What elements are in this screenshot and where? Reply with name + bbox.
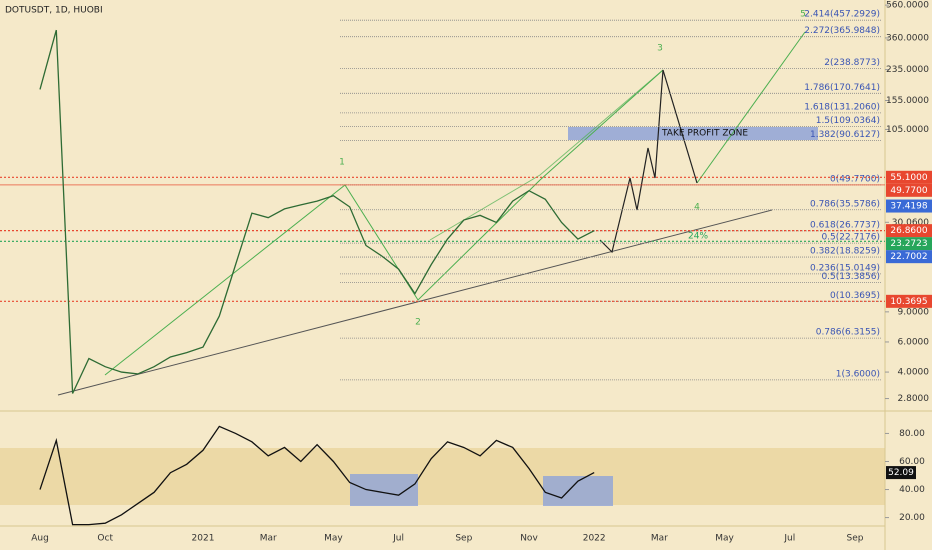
y-tick-label: 80.00 [899, 429, 925, 439]
fib-label: 0(10.3695) [830, 291, 880, 301]
price-tag-label: 22.7002 [890, 252, 927, 262]
annotation: 24% [688, 232, 708, 242]
fib-label: 0.236(15.0149) [810, 263, 880, 273]
price-tag-label: 26.8600 [890, 226, 927, 236]
x-tick-label: Sep [455, 534, 472, 544]
price-tag-label: 49.7700 [890, 186, 927, 196]
x-tick-label: May [715, 534, 734, 544]
fib-label: 0.786(35.5786) [810, 199, 880, 209]
rsi-band [0, 448, 885, 505]
price-tag [886, 250, 932, 264]
price-tag [886, 237, 932, 251]
chart-title: DOTUSDT, 1D, HUOBI [5, 6, 103, 16]
channel-line [429, 69, 664, 241]
price-tag [886, 183, 932, 197]
fib-label: 1.5(109.0364) [816, 116, 880, 126]
y-tick-label: 60.00 [899, 457, 925, 467]
y-tick-label: 2.8000 [898, 394, 930, 404]
wave-label: 4 [694, 203, 700, 213]
price-tag-label: 37.4198 [890, 202, 927, 212]
x-tick-label: 2022 [583, 534, 606, 544]
projection [599, 69, 698, 254]
fib-label: 0.786(6.3155) [816, 328, 880, 338]
x-tick-label: Nov [520, 534, 538, 544]
x-tick-label: Aug [31, 534, 49, 544]
y-tick-label: 30.0600 [892, 218, 929, 228]
x-tick-label: May [324, 534, 343, 544]
wave-label: 1 [339, 158, 345, 168]
y-tick-label: 40.00 [899, 485, 925, 495]
wave-label: 3 [657, 44, 663, 54]
price-tag-label: 55.1000 [890, 173, 927, 183]
fib-label: 1.786(170.7641) [804, 83, 880, 93]
fib-label: 0.382(18.8259) [810, 247, 880, 257]
x-tick-label: Oct [97, 534, 113, 544]
price-tag [886, 170, 932, 184]
x-tick-label: 2021 [192, 534, 215, 544]
rsi-tag [886, 466, 916, 480]
x-tick-label: Jul [392, 534, 404, 544]
y-tick-label: 360.0000 [886, 33, 929, 43]
price-tag [886, 294, 932, 308]
fib-label: 1.382(90.6127) [810, 130, 880, 140]
wave-line [104, 69, 664, 376]
fib-label: 1.618(131.2060) [804, 102, 880, 112]
annotation: TAKE PROFIT ZONE [661, 129, 748, 139]
x-tick-label: Mar [260, 534, 277, 544]
fib-label: 2(238.8773) [824, 58, 880, 68]
price-tag [886, 224, 932, 238]
y-tick-label: 105.0000 [886, 125, 929, 135]
x-tick-label: Mar [651, 534, 668, 544]
price-tag-label: 10.3695 [890, 297, 927, 307]
fib-label: 0.5(13.3856) [821, 272, 880, 282]
y-tick-label: 20.00 [899, 513, 925, 523]
y-tick-label: 235.0000 [886, 65, 929, 75]
rsi-tag-label: 52.09 [888, 468, 914, 478]
y-tick-label: 9.0000 [898, 307, 930, 317]
y-tick-label: 155.0000 [886, 96, 929, 106]
fib-label: 0.5(22.7176) [821, 233, 880, 243]
wave-label: 2 [415, 318, 421, 328]
fib-label: 1(3.6000) [836, 369, 880, 379]
price-tag-label: 23.2723 [890, 239, 927, 249]
x-tick-label: Jul [783, 534, 795, 544]
y-tick-label: 560.0000 [886, 1, 929, 11]
fib-label: 0.618(26.7737) [810, 220, 880, 230]
series-line [39, 425, 595, 526]
fib-label: 2.414(457.2929) [804, 10, 880, 20]
series-line [39, 29, 595, 394]
rsi-box [350, 474, 418, 506]
wave-label: 5 [800, 10, 806, 20]
price-tag [886, 199, 932, 213]
y-tick-label: 4.0000 [898, 368, 930, 378]
take-profit-zone [568, 127, 818, 140]
y-tick-label: 6.0000 [898, 337, 930, 347]
fib-label: 2.272(365.9848) [804, 26, 880, 36]
fib-label: 0(49.7700) [830, 174, 880, 184]
x-tick-label: Sep [847, 534, 864, 544]
wave-line [696, 31, 806, 184]
